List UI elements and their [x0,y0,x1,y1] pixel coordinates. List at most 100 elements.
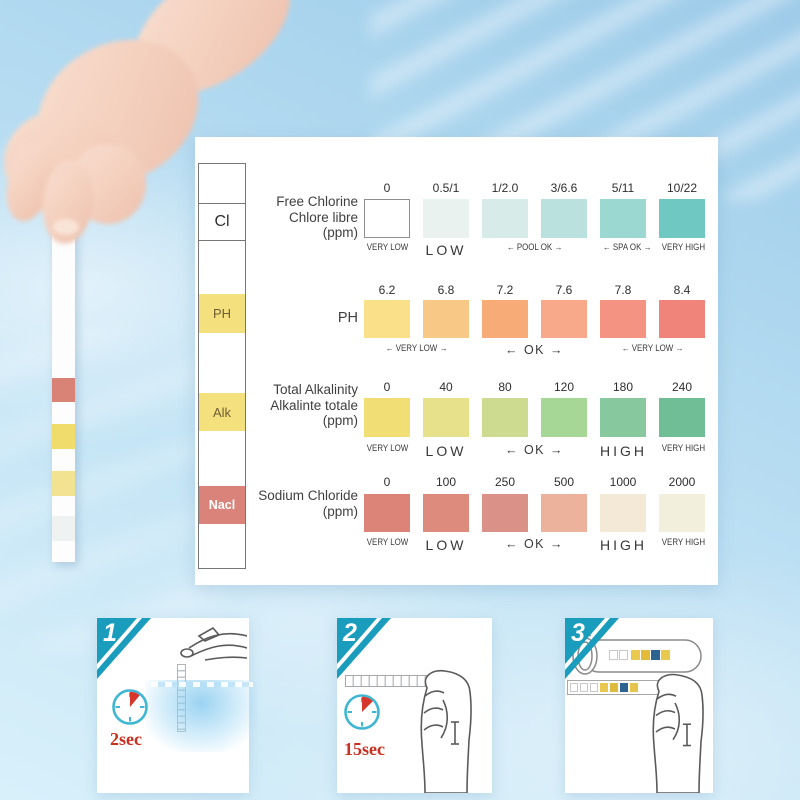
value-label: 0 [383,181,391,195]
water-surface [151,682,253,687]
value-label: 500 [553,475,575,489]
color-swatch [541,300,587,338]
color-swatch [541,494,587,532]
color-swatch [600,494,646,532]
time-label: 2sec [110,729,142,749]
strip-color-square [570,683,578,692]
row-title-line: (ppm) [322,413,358,428]
strip-color-square [580,683,588,692]
row-title-chlorine: Free Chlorine Chlore libre (ppm) [243,194,358,241]
bottle-color-square [619,650,628,660]
color-swatch [659,199,705,238]
bottle-color-square [641,650,650,660]
dipped-strip-graphic [177,664,186,732]
test-strip-photo [52,228,75,562]
range-label: LOW [425,537,467,553]
row-title-line: Alkalinte totale [270,397,358,413]
cloud-streaks-lower [0,330,220,650]
color-swatch [541,398,587,437]
color-swatch [541,199,587,238]
dip-hand-icon [180,626,247,661]
strip-segment-alk: Alk [199,393,245,431]
value-label: 7.2 [496,283,514,297]
color-swatch [482,199,528,238]
water-graphic [145,680,257,752]
strip-color-square [610,683,618,692]
range-label: VERY LOW [366,242,409,252]
value-label: 7.8 [614,283,632,297]
color-swatch [423,494,469,532]
value-label: 80 [498,380,512,394]
value-label: 5/11 [611,181,635,195]
strip-segment-ph: PH [199,294,245,333]
value-label: 10/22 [666,181,698,195]
color-swatch [423,300,469,338]
range-label: LOW [425,242,467,258]
value-label: 180 [612,380,634,394]
row-title-line: Free Chlorine [276,194,358,209]
value-label: 3/6.6 [550,181,578,195]
row-title-line: (ppm) [322,503,358,519]
bottle-color-square [631,650,640,660]
bottle-color-square [609,650,618,660]
value-label: 0 [383,380,391,394]
color-swatch [364,300,410,338]
color-swatch [659,398,705,437]
value-label: 2000 [668,475,696,489]
range-label: VERY HIGH [661,242,706,252]
corner-triangle-icon [565,618,619,679]
range-label: ← OK → [504,343,564,357]
range-label: HIGH [600,537,647,553]
step-number-badge: 1 [103,619,117,647]
range-label: LOW [425,443,467,459]
time-label: 15sec [344,739,385,759]
color-swatch [482,300,528,338]
color-swatch [364,199,410,238]
step-card-2: 15sec 2 [337,618,492,793]
range-label: VERY HIGH [661,443,706,453]
range-label: HIGH [600,443,647,459]
strip-pad-nacl [52,378,75,402]
strip-color-square [630,683,638,692]
value-label: 6.2 [378,283,396,297]
range-label: ← SPA OK → [602,242,652,252]
color-swatch [659,300,705,338]
color-swatch [364,398,410,437]
color-swatch [482,398,528,437]
strip-segment-cl: Cl [199,203,245,241]
range-label: ← VERY LOW → [385,343,448,353]
hand-photo [4,0,291,244]
step-number-badge: 3 [571,619,585,647]
color-swatch [600,199,646,238]
value-label: 120 [553,380,575,394]
value-label: 8.4 [673,283,691,297]
range-label: ← POOL OK → [506,242,563,252]
row-title-alkalinity: Total Alkalinity Alkalinte totale (ppm) [243,382,358,429]
timer-icon [112,689,148,725]
timer-icon [344,694,380,730]
color-swatch [600,300,646,338]
fingertip [53,219,79,235]
holding-hand-icon [652,673,704,793]
value-label: 250 [494,475,516,489]
row-title-line: PH [337,310,358,326]
value-label: 0 [383,475,391,489]
row-title-ph: PH [243,310,358,327]
color-swatch [600,398,646,437]
corner-triangle-icon [97,618,151,679]
value-label: 1000 [609,475,637,489]
bottle-color-square [651,650,660,660]
value-label: 240 [671,380,693,394]
reference-strip-column: Cl PH Alk Nacl [198,163,246,569]
row-title-line: Chlore libre [288,209,358,225]
color-chart-panel: Cl PH Alk Nacl Free Chlorine Chlore libr… [195,137,718,585]
strip-segment-nacl: Nacl [199,486,245,524]
color-swatch [364,494,410,532]
strip-pad-alk [52,471,75,496]
holding-hand-icon [420,669,472,793]
range-label: ← VERY LOW → [621,343,684,353]
range-label: VERY LOW [366,443,409,453]
strip-color-square [620,683,628,692]
row-title-line: (ppm) [322,225,358,240]
color-swatch [423,398,469,437]
